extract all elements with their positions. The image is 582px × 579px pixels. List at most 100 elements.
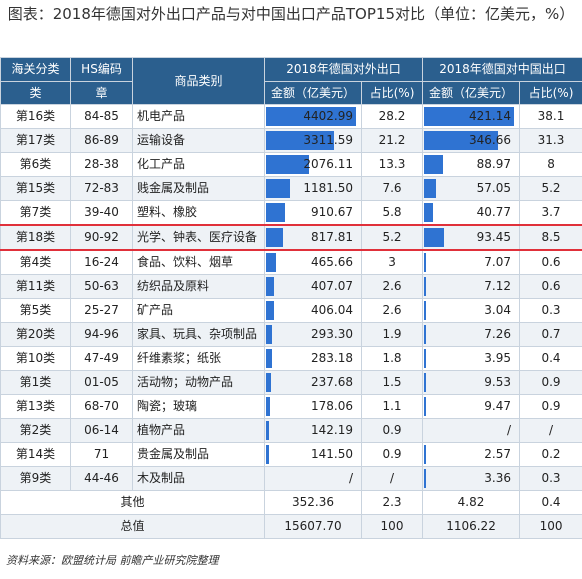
table-row: 第10类 47-49 纤维素浆；纸张 283.18 1.8 3.95 0.4 [0,346,582,371]
header-category-sub: 类 [0,81,71,105]
china-amount-cell: 3.95 [422,346,521,371]
category-cell: 第16类 [0,104,71,129]
china-amount-bar [424,469,426,488]
china-amount-cell: 93.45 [422,224,521,251]
category-cell: 第13类 [0,394,71,419]
product-cell: 家具、玩具、杂项制品 [132,322,265,347]
header-world-share: 占比(%) [360,81,424,105]
table-row: 第17类 86-89 运输设备 3311.59 21.2 346.66 31.3 [0,128,582,153]
china-share-cell: 0.9 [519,370,582,395]
hs-code-cell: 06-14 [70,418,133,443]
china-amount-cell: 57.05 [422,176,521,201]
world-amount-bar [266,155,309,174]
hs-code-cell: 71 [70,442,133,467]
hs-code-cell: 50-63 [70,274,133,299]
hs-code-cell: 25-27 [70,298,133,323]
total-china-amount: 1106.22 [422,514,521,539]
china-amount-cell: 9.47 [422,394,521,419]
china-amount-bar [424,107,515,126]
china-share-cell: 0.6 [519,249,582,275]
world-amount-cell: 283.18 [264,346,362,371]
china-amount-cell: 7.12 [422,274,521,299]
world-share-cell: 2.6 [360,274,424,299]
table-row: 第2类 06-14 植物产品 142.19 0.9 / / [0,418,582,443]
china-share-cell: 0.4 [519,346,582,371]
world-amount-bar [266,277,275,296]
world-amount-bar [266,301,275,320]
world-amount-bar [266,349,272,368]
product-cell: 化工产品 [132,152,265,177]
category-cell: 第17类 [0,128,71,153]
hs-code-cell: 90-92 [70,224,133,251]
china-amount-cell: 2.57 [422,442,521,467]
other-label: 其他 [0,490,265,515]
world-amount-cell: 293.30 [264,322,362,347]
total-world-amount: 15607.70 [264,514,362,539]
product-cell: 贱金属及制品 [132,176,265,201]
hs-code-cell: 68-70 [70,394,133,419]
china-share-cell: 0.3 [519,466,582,491]
china-share-cell: / [519,418,582,443]
china-amount-bar [424,277,426,296]
category-cell: 第4类 [0,249,71,275]
world-amount-bar [266,179,291,198]
china-amount-bar [424,301,426,320]
world-share-cell: 0.9 [360,418,424,443]
source-note: 资料来源：欧盟统计局 前瞻产业研究院整理 [6,554,219,567]
china-amount-cell: / [422,418,521,443]
world-share-cell: 1.8 [360,346,424,371]
china-amount-bar [424,349,426,368]
header-world-amount: 金额（亿美元） [264,81,362,105]
world-share-cell: 1.5 [360,370,424,395]
world-share-cell: 21.2 [360,128,424,153]
total-china-share: 100 [519,514,582,539]
category-cell: 第7类 [0,200,71,226]
china-amount-cell: 3.04 [422,298,521,323]
category-cell: 第9类 [0,466,71,491]
product-cell: 纺织品及原料 [132,274,265,299]
header-category: 海关分类 [0,57,71,82]
china-amount-cell: 346.66 [422,128,521,153]
china-share-cell: 0.3 [519,298,582,323]
table-row: 第6类 28-38 化工产品 2076.11 13.3 88.97 8 [0,152,582,177]
world-amount-cell: 237.68 [264,370,362,395]
world-share-cell: 2.6 [360,298,424,323]
china-amount-cell: 7.07 [422,249,521,275]
header-hs-code: HS编码 [70,57,133,82]
category-cell: 第10类 [0,346,71,371]
china-amount-bar [424,397,427,416]
china-amount-bar [424,228,445,247]
world-amount-cell: 817.81 [264,224,362,251]
world-amount-bar [266,203,285,222]
china-amount-bar [424,179,437,198]
world-amount-bar [266,131,334,150]
table-row: 第13类 68-70 陶瓷；玻璃 178.06 1.1 9.47 0.9 [0,394,582,419]
world-amount-bar [266,373,271,392]
product-cell: 植物产品 [132,418,265,443]
total-label: 总值 [0,514,265,539]
total-row: 总值 15607.70 100 1106.22 100 [0,514,582,539]
table-row-highlighted: 第18类 90-92 光学、钟表、医疗设备 817.81 5.2 93.45 8… [0,224,582,251]
world-share-cell: 7.6 [360,176,424,201]
china-share-cell: 3.7 [519,200,582,226]
header-china-amount: 金额（亿美元） [422,81,521,105]
product-cell: 贵金属及制品 [132,442,265,467]
china-share-cell: 38.1 [519,104,582,129]
other-china-share: 0.4 [519,490,582,515]
world-share-cell: 5.8 [360,200,424,226]
world-share-cell: 0.9 [360,442,424,467]
china-share-cell: 0.7 [519,322,582,347]
world-amount-cell: 3311.59 [264,128,362,153]
world-share-cell: 1.1 [360,394,424,419]
category-cell: 第20类 [0,322,71,347]
china-amount-cell: 9.53 [422,370,521,395]
world-amount-cell: 465.66 [264,249,362,275]
china-share-cell: 0.6 [519,274,582,299]
hs-code-cell: 16-24 [70,249,133,275]
hs-code-cell: 94-96 [70,322,133,347]
world-share-cell: / [360,466,424,491]
china-amount-bar [424,373,427,392]
china-amount-bar [424,203,433,222]
china-share-cell: 0.2 [519,442,582,467]
other-world-amount: 352.36 [264,490,362,515]
